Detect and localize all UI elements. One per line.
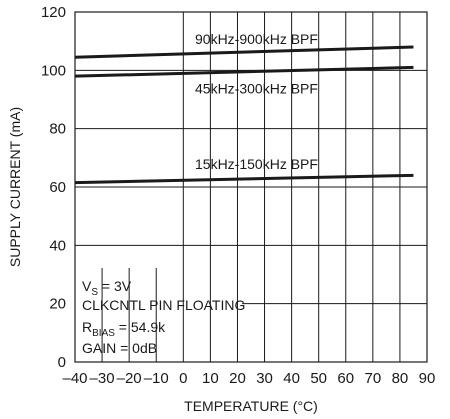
series-label-2: 15kHz-150kHz BPF [195,156,318,172]
annotation-line-0: VS = 3V [82,278,132,298]
y-tick-label: 40 [49,237,66,254]
x-tick-label: –30 [90,370,115,387]
series-line-1 [74,65,414,78]
x-tick-label: 10 [202,370,219,387]
x-tick-label: –40 [62,370,87,387]
series-layer [74,45,414,185]
series-line-0 [74,45,414,59]
annotation-line-1: CLKCNTL PIN FLOATING [82,297,245,313]
x-tick-labels: –40 –30 –20 –10 0 10 20 30 40 50 60 70 80 90 [62,370,435,387]
x-tick-label: –20 [117,370,142,387]
x-tick-label: 50 [310,370,327,387]
x-tick-label: 40 [283,370,300,387]
series-label-0: 90kHz-900kHz BPF [195,31,318,47]
x-tick-label: 0 [179,370,187,387]
y-tick-label: 0 [58,354,66,371]
plot-frame [74,11,428,363]
y-tick-label: 20 [49,296,66,313]
x-tick-label: 80 [392,370,409,387]
x-tick-label: 60 [337,370,354,387]
series-line-2 [74,173,414,185]
series-label-1: 45kHz-300kHz BPF [195,81,318,97]
y-axis-title: SUPPLY CURRENT (mA) [7,107,23,267]
x-axis-title: TEMPERATURE (°C) [184,398,318,414]
series-labels: 90kHz-900kHz BPF 45kHz-300kHz BPF 15kHz-15… [195,31,318,172]
annotation-line-2: RBIAS = 54.9k [82,319,166,339]
y-tick-label: 80 [49,121,66,138]
x-tick-label: 20 [229,370,246,387]
y-tick-labels: 0 20 40 60 80 100 120 [41,4,66,371]
y-tick-label: 120 [41,4,66,21]
x-tick-label: –10 [144,370,169,387]
annotation-line-3: GAIN = 0dB [82,340,157,356]
x-tick-label: 70 [365,370,382,387]
y-tick-label: 100 [41,62,66,79]
x-tick-label: 30 [256,370,273,387]
y-tick-label: 60 [49,179,66,196]
x-tick-label: 90 [419,370,436,387]
